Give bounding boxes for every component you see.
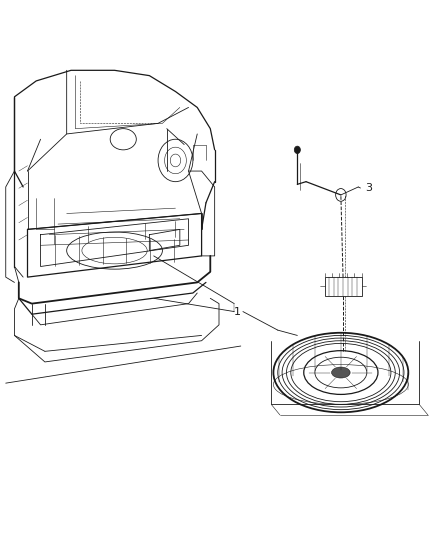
Circle shape: [294, 146, 300, 154]
Ellipse shape: [332, 367, 350, 378]
Bar: [325, 277, 361, 296]
Text: 1: 1: [234, 306, 241, 317]
Text: 3: 3: [365, 183, 372, 193]
